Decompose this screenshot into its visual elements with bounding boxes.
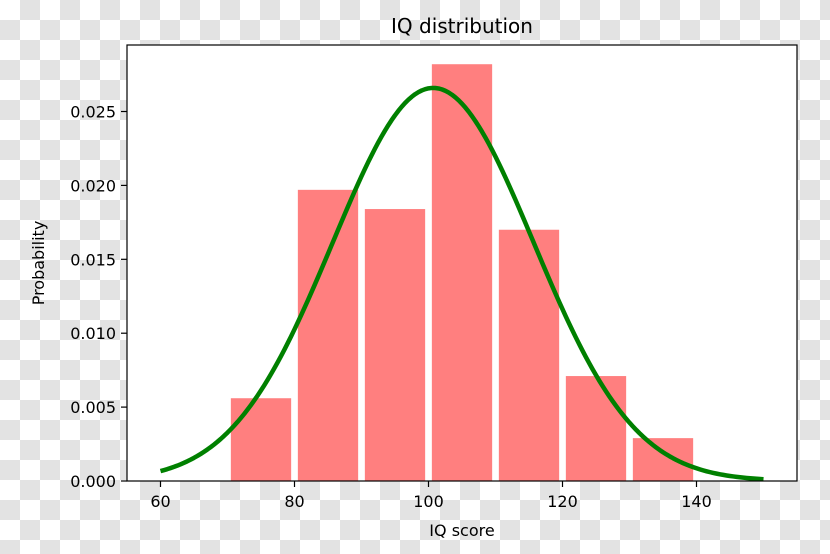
x-tick-label: 80 <box>284 492 304 511</box>
histogram-bar <box>632 438 694 481</box>
histogram-bar <box>498 229 560 481</box>
x-axis-ticks: 60 80 100 120 140 <box>150 481 712 511</box>
plot-frame <box>126 44 798 482</box>
x-axis-label: IQ score <box>429 521 494 540</box>
x-tick-label: 140 <box>681 492 712 511</box>
normal-curve-line <box>159 85 764 482</box>
chart-title: IQ distribution <box>391 14 533 38</box>
x-tick-label: 100 <box>413 492 444 511</box>
y-axis-label: Probability <box>29 221 48 306</box>
y-tick-label: 0.025 <box>70 103 116 122</box>
histogram-bar <box>364 209 426 482</box>
y-tick-label: 0.020 <box>70 176 116 195</box>
y-tick-label: 0.005 <box>70 398 116 417</box>
y-axis-ticks: 0.000 0.005 0.010 0.015 0.020 0.025 <box>70 103 127 491</box>
y-tick-label: 0.015 <box>70 250 116 269</box>
histogram-bar <box>230 398 292 481</box>
x-tick-label: 120 <box>547 492 578 511</box>
bars-layer <box>230 64 694 482</box>
histogram-bar <box>565 376 627 481</box>
x-tick-label: 60 <box>150 492 170 511</box>
y-tick-label: 0.010 <box>70 324 116 343</box>
histogram-bar <box>431 64 493 482</box>
y-tick-label: 0.000 <box>70 472 116 491</box>
histogram-bar <box>297 189 359 481</box>
